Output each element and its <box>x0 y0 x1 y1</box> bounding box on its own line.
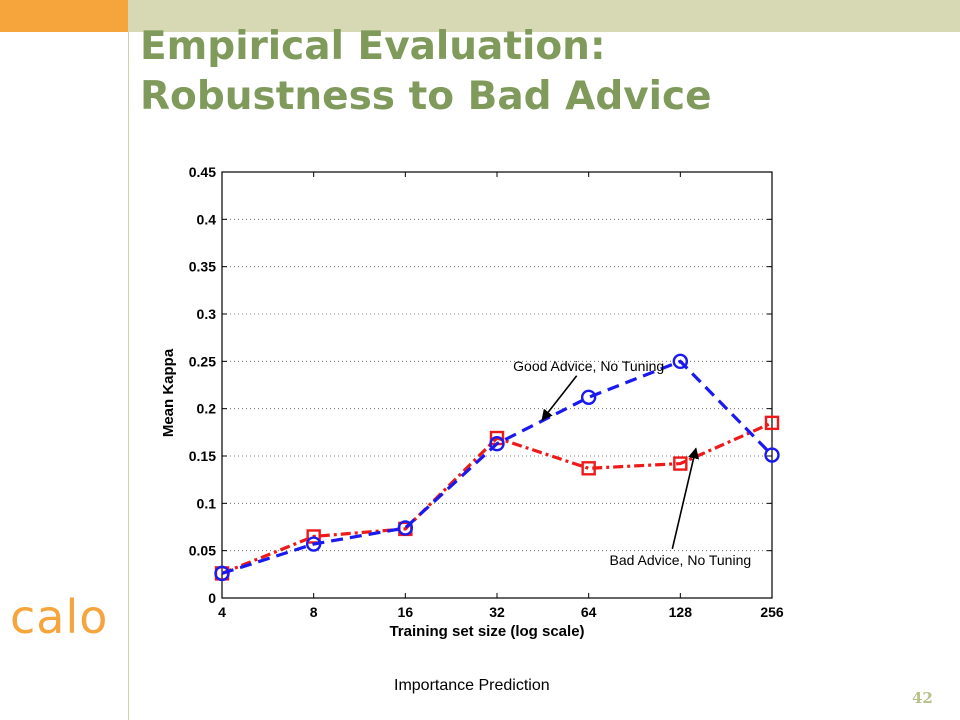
header-band <box>128 0 960 32</box>
data-point-good-advice <box>397 520 414 536</box>
data-point-bad-advice <box>764 415 780 431</box>
annotation-bad-advice-label: Bad Advice, No Tuning <box>610 552 752 568</box>
data-point-good-advice <box>672 353 689 370</box>
y-tick-label: 0.25 <box>189 353 216 369</box>
slide-number: 42 <box>912 689 933 707</box>
annotation-good-advice-label: Good Advice, No Tuning <box>513 358 664 374</box>
annotation-bad-advice-arrow <box>671 447 700 550</box>
y-tick-label: 0.45 <box>189 164 216 180</box>
corner-accent-block <box>0 0 128 32</box>
y-tick-label: 0.05 <box>189 543 216 559</box>
plot-area <box>222 172 772 598</box>
y-tick-label: 0.1 <box>197 495 217 511</box>
slide-title-line-1: Empirical Evaluation: <box>140 24 606 69</box>
x-tick-label: 4 <box>218 604 226 620</box>
data-point-bad-advice <box>673 456 688 471</box>
x-axis-label: Training set size (log scale) <box>389 623 584 640</box>
line-chart: 0 0.05 0.1 0.15 0.2 0.25 0.3 0.35 0.4 0.45 4 8 16 32 6… <box>160 164 784 640</box>
series-line-good-advice <box>221 359 774 575</box>
x-tick-label: 32 <box>489 604 505 620</box>
data-point-good-advice <box>489 435 505 452</box>
data-point-good-advice <box>214 565 230 582</box>
y-tick-label: 0.3 <box>197 306 217 322</box>
y-tick-label: 0.4 <box>197 211 217 227</box>
data-point-bad-advice <box>581 461 596 476</box>
slide-divider-line <box>128 32 129 720</box>
x-tick-label: 16 <box>398 604 414 620</box>
y-tick-label: 0.2 <box>197 401 217 417</box>
y-tick-label: 0 <box>208 590 216 606</box>
y-tick-label: 0.15 <box>189 448 216 464</box>
x-tick-label: 64 <box>581 604 597 620</box>
x-tick-label: 8 <box>310 604 318 620</box>
x-tick-label: 128 <box>669 604 693 620</box>
slide-title-line-2: Robustness to Bad Advice <box>140 74 712 119</box>
annotation-good-advice-arrow <box>541 375 578 421</box>
slide-title: Empirical Evaluation: Robustness to Bad … <box>140 22 712 122</box>
chart-caption: Importance Prediction <box>394 677 550 694</box>
y-tick-label: 0.35 <box>189 259 216 275</box>
data-point-good-advice <box>764 447 780 463</box>
x-tick-label: 256 <box>760 604 784 620</box>
calo-logo: calo <box>10 590 109 644</box>
data-point-good-advice <box>305 536 322 552</box>
y-axis-label: Mean Kappa <box>160 348 177 437</box>
plot-frame <box>221 171 773 599</box>
data-point-good-advice <box>580 389 597 406</box>
